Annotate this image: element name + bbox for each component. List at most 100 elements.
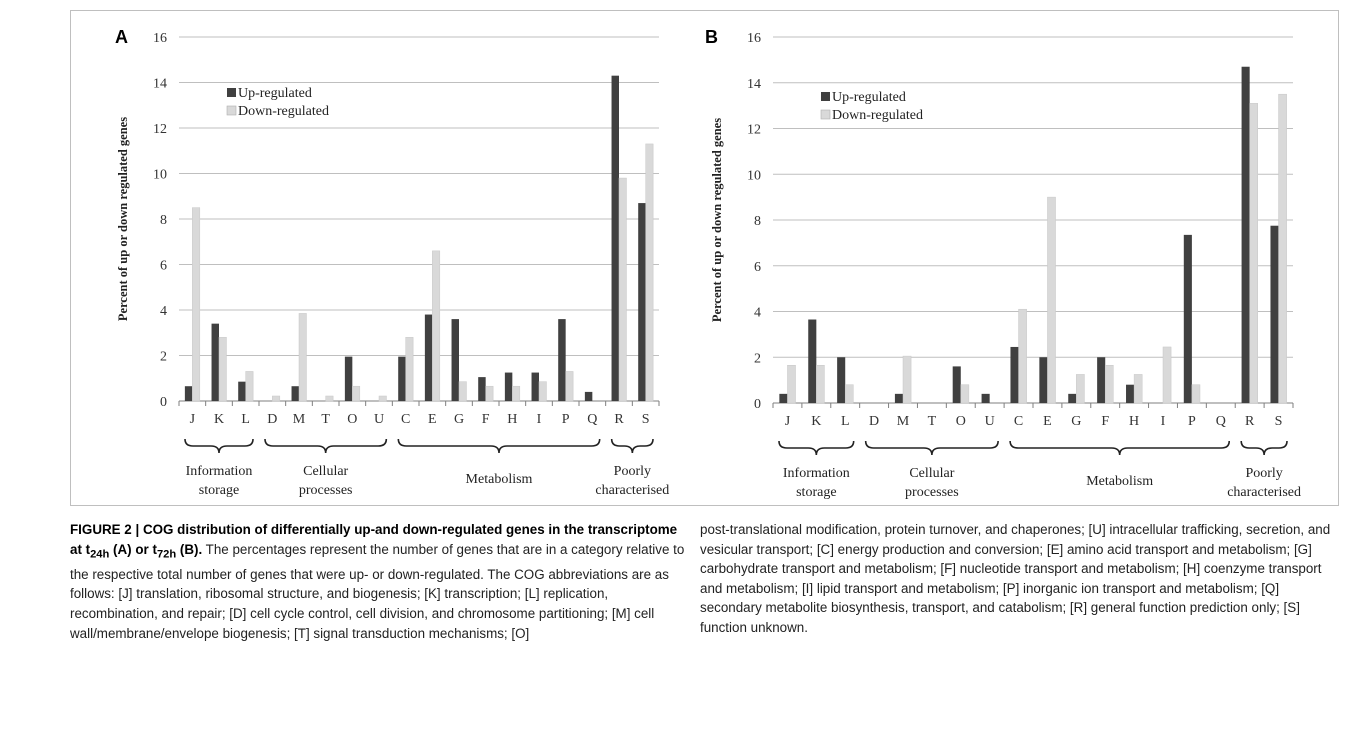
y-axis-title: Percent of up or down regulated genes: [710, 118, 724, 322]
chart-panel-b: 0 2 4 6 8 10 12 14 16 J K L D M T O U C E G F H I P Q R S Percent o…: [691, 11, 1338, 505]
x-tick-label-I: I: [537, 412, 542, 427]
group-label-0: storage: [796, 485, 836, 500]
bar-up-F: [1097, 357, 1106, 403]
x-tick-label-E: E: [1043, 414, 1052, 429]
figure-caption-left: FIGURE 2 | COG distribution of different…: [70, 520, 690, 643]
legend-label-down: Down-regulated: [238, 104, 329, 119]
bar-down-L: [844, 384, 854, 404]
group-label-0: Information: [783, 466, 850, 481]
group-brace-1: [864, 440, 999, 456]
y-axis-title: Percent of up or down regulated genes: [116, 117, 130, 321]
bar-down-G: [458, 381, 467, 402]
bar-up-C: [398, 356, 406, 401]
y-tick-label: 8: [754, 214, 761, 229]
y-tick-label: 12: [747, 123, 761, 138]
bar-up-H: [504, 372, 513, 401]
bar-down-G: [1076, 374, 1085, 404]
bar-down-C: [405, 337, 414, 402]
y-tick-label: 2: [160, 350, 167, 365]
y-tick-label: 0: [754, 397, 761, 412]
bar-down-E: [1047, 196, 1056, 404]
caption-body-right: post-translational modification, protein…: [700, 522, 1331, 635]
bar-up-P: [1183, 234, 1192, 403]
y-tick-label: 14: [153, 77, 167, 92]
y-tick-label: 4: [754, 306, 761, 321]
bar-up-K: [211, 323, 219, 401]
x-tick-label-F: F: [482, 412, 490, 427]
x-tick-label-P: P: [1188, 414, 1196, 429]
legend-label-up: Up-regulated: [238, 86, 312, 101]
bar-up-L: [238, 381, 246, 401]
legend-swatch-down: [226, 105, 237, 116]
x-tick-label-C: C: [1014, 414, 1023, 429]
x-tick-label-F: F: [1101, 414, 1109, 429]
y-tick-label: 16: [153, 31, 167, 46]
bar-down-H: [1133, 374, 1143, 404]
x-tick-label-D: D: [267, 412, 277, 427]
legend-swatch-up: [227, 88, 236, 97]
y-tick-label: 2: [754, 351, 761, 366]
x-tick-label-H: H: [1129, 414, 1139, 429]
group-label-3: Poorly: [1245, 466, 1282, 481]
bar-up-S: [1270, 225, 1279, 403]
bar-up-M: [894, 393, 903, 403]
bar-down-M: [902, 355, 912, 404]
bar-down-I: [538, 381, 547, 402]
bar-up-S: [638, 203, 646, 401]
group-brace-2: [1009, 440, 1231, 456]
caption-body-left: The percentages represent the number of …: [70, 541, 685, 641]
caption-title-mid: (A) or t: [109, 541, 157, 557]
bar-up-C: [1010, 346, 1019, 403]
legend-swatch-up: [821, 92, 830, 101]
bar-down-S: [645, 143, 654, 402]
group-label-3: Poorly: [614, 464, 651, 479]
bar-up-G: [451, 319, 459, 401]
x-tick-label-U: U: [985, 414, 995, 429]
y-tick-label: 16: [747, 31, 761, 46]
bar-down-H: [512, 385, 521, 402]
group-label-1: Cellular: [303, 464, 348, 479]
bar-down-J: [192, 207, 201, 402]
y-tick-label: 8: [160, 213, 167, 228]
bar-down-R: [1249, 103, 1259, 404]
group-brace-1: [264, 438, 388, 454]
bar-up-U: [981, 393, 990, 403]
bar-up-R: [1241, 66, 1250, 404]
x-tick-label-Q: Q: [1216, 414, 1226, 429]
chart-panel-a: 0 2 4 6 8 10 12 14 16 J K L D M T O U C E G F H I P Q R S Percent o…: [71, 11, 691, 505]
x-tick-label-P: P: [562, 412, 570, 427]
bar-up-H: [1126, 384, 1135, 403]
bar-down-O: [352, 385, 361, 402]
bar-down-F: [1104, 365, 1114, 404]
x-tick-label-G: G: [1071, 414, 1081, 429]
x-tick-label-S: S: [642, 412, 650, 427]
x-tick-label-Q: Q: [587, 412, 597, 427]
caption-sub-24h: 24h: [90, 548, 110, 561]
y-tick-label: 0: [160, 395, 167, 410]
group-label-2: Metabolism: [466, 472, 533, 487]
x-tick-label-E: E: [428, 412, 437, 427]
bar-down-C: [1018, 308, 1027, 404]
x-tick-label-S: S: [1275, 414, 1283, 429]
x-tick-label-M: M: [897, 414, 910, 429]
bar-down-D: [272, 395, 281, 402]
bar-up-P: [558, 319, 566, 401]
bar-down-E: [432, 250, 441, 402]
y-tick-label: 12: [153, 122, 167, 137]
group-brace-0: [778, 440, 855, 456]
x-tick-label-D: D: [869, 414, 879, 429]
bar-up-O: [344, 356, 353, 401]
bar-up-R: [611, 75, 619, 402]
group-label-0: storage: [199, 483, 239, 498]
y-tick-label: 6: [754, 260, 761, 275]
bar-down-P: [565, 371, 574, 402]
legend-swatch-down: [820, 109, 831, 120]
bar-up-I: [531, 372, 539, 401]
bar-down-K: [816, 365, 825, 404]
bar-down-S: [1278, 93, 1287, 404]
bar-up-O: [952, 366, 961, 403]
x-tick-label-L: L: [241, 412, 250, 427]
bar-up-F: [478, 377, 486, 401]
figure-caption-right: post-translational modification, protein…: [700, 520, 1340, 638]
panel-label-b: B: [705, 27, 718, 47]
